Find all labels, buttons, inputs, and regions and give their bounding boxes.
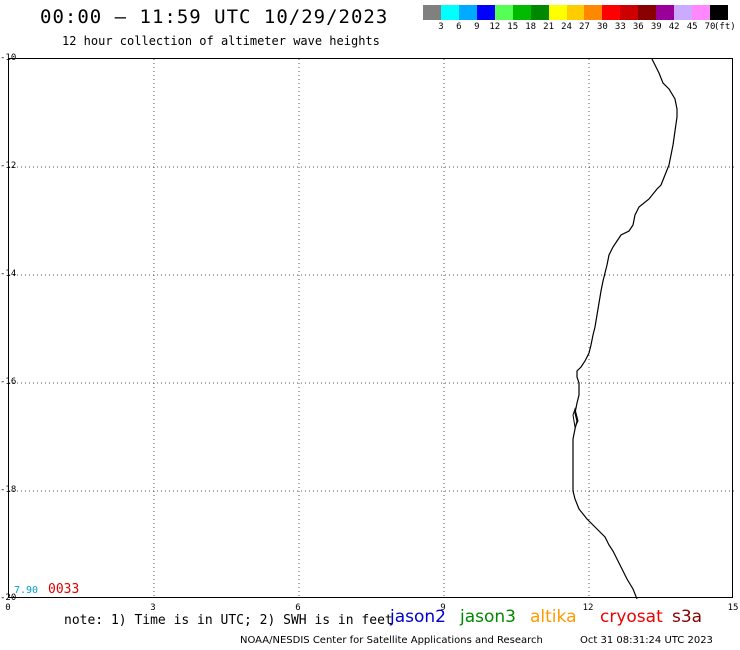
color-swatch [620,5,639,20]
lon-tick-label: 0 [5,603,11,613]
color-scale-label: 3 [438,22,444,32]
lat-tick-label: -20 [0,593,17,603]
color-swatch [423,5,441,20]
color-scale-label: 30 [596,22,608,32]
color-scale-label: 45 [686,22,698,32]
wave-height-value: 7.90 [14,585,39,596]
lat-tick-label: -12 [0,161,17,171]
observation-time-value: 0033 [48,582,80,597]
color-scale-label: 42 [668,22,680,32]
color-scale-label: 24 [561,22,572,32]
color-swatch [584,5,603,20]
chart-subtitle: 12 hour collection of altimeter wave hei… [62,34,380,48]
credit-text: NOAA/NESDIS Center for Satellite Applica… [240,635,543,646]
color-scale-label: 9 [474,22,480,32]
map-frame [8,58,734,600]
chart-title: 00:00 — 11:59 UTC 10/29/2023 [40,6,389,28]
color-scale-label: 36 [632,22,644,32]
color-swatch [674,5,693,20]
color-scale-label: 33 [614,22,626,32]
color-scale-label: 12 [489,22,501,32]
color-scale-unit: (ft) [714,22,736,32]
color-scale-label: 70 [704,22,716,32]
color-swatch [638,5,657,20]
coastline-islet [572,407,579,429]
lat-tick-label: -10 [0,53,17,63]
satellite-label-cryosat: cryosat [600,607,663,627]
satellite-label-s3a: s3a [672,607,703,627]
color-swatch [440,5,459,20]
lat-tick-label: -16 [0,377,17,387]
lon-tick-label: 3 [150,603,156,613]
color-swatch [548,5,567,20]
color-scale-label: 18 [525,22,537,32]
satellite-label-altika: altika [530,607,577,627]
coastline [572,58,678,600]
color-swatch [458,5,477,20]
color-scale-label: 6 [456,22,462,32]
satellite-label-jason2: jason2 [390,607,446,627]
color-scale-label: 21 [543,22,554,32]
lat-tick-label: -14 [0,269,17,279]
color-swatch [656,5,675,20]
color-swatch [692,5,710,20]
color-swatch [566,5,585,20]
color-swatch [602,5,621,20]
color-scale-label: 15 [507,22,519,32]
lon-tick-label: 15 [727,603,739,613]
generated-timestamp: Oct 31 08:31:24 UTC 2023 [580,635,713,646]
footer-note: note: 1) Time is in UTC; 2) SWH is in fe… [64,613,393,628]
lat-tick-label: -18 [0,485,17,495]
lon-tick-label: 6 [295,603,301,613]
color-swatch [530,5,549,20]
map-canvas [9,58,734,600]
lon-tick-label: 9 [440,603,446,613]
map-gridlines [9,59,734,599]
satellite-label-jason3: jason3 [460,607,516,627]
color-scale-label: 27 [579,22,590,32]
color-scale-label: 39 [650,22,662,32]
color-swatch [710,5,728,20]
color-swatch [494,5,513,20]
color-scale-bar [423,5,728,20]
color-swatch [512,5,531,20]
lon-tick-label: 12 [582,603,594,613]
color-swatch [476,5,495,20]
